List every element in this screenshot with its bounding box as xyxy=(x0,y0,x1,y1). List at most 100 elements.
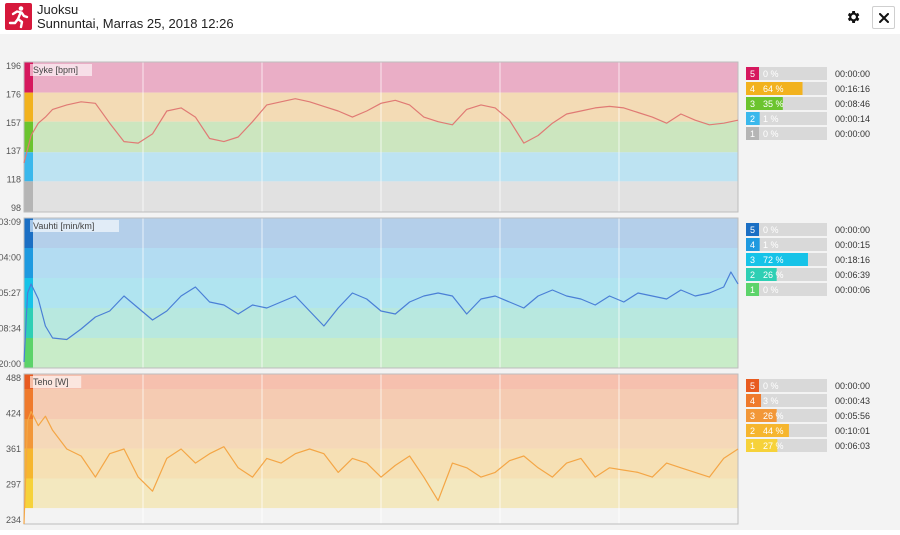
zone-bar-fill xyxy=(759,424,789,437)
charts-svg: 196 176 157 137 118 98 Syke [bpm] 5 0 % 00:00:00 4… xyxy=(0,61,870,525)
zone-bar-bg xyxy=(759,223,827,236)
y-tick-label: 118 xyxy=(7,175,21,185)
zone-color-strip xyxy=(24,62,33,93)
zone-bar-fill xyxy=(759,394,762,407)
zone-number-box xyxy=(746,283,759,296)
running-icon xyxy=(5,3,32,30)
gear-icon xyxy=(847,10,859,23)
zone-number: 4 xyxy=(750,240,755,250)
chart-label: Syke [bpm] xyxy=(33,65,78,75)
y-tick-label: 424 xyxy=(6,409,21,419)
zone-number-box xyxy=(746,97,759,110)
zone-number-box xyxy=(746,268,759,281)
chart-label-bg xyxy=(30,220,119,232)
zone-bar-bg xyxy=(759,112,827,125)
zone-time: 00:16:16 xyxy=(835,84,870,94)
zone-time: 00:18:16 xyxy=(835,255,870,265)
y-tick-label: 196 xyxy=(6,61,21,71)
zone-number-box xyxy=(746,409,759,422)
series-line xyxy=(23,410,739,525)
zone-color-strip xyxy=(24,448,33,479)
zone-number-box xyxy=(746,238,759,251)
zone-time: 00:00:00 xyxy=(835,225,870,235)
zone-bar-fill xyxy=(759,112,760,125)
chart-label: Teho [W] xyxy=(33,377,69,387)
zone-number: 5 xyxy=(750,381,755,391)
zone-number: 2 xyxy=(750,114,755,124)
y-tick-label: 03:09 xyxy=(0,217,21,227)
zone-number: 2 xyxy=(750,270,755,280)
zone-time: 00:10:01 xyxy=(835,426,870,436)
zone-number-box xyxy=(746,223,759,236)
zone-bar-fill xyxy=(759,253,808,266)
zone-color-strip xyxy=(24,121,33,153)
zone-number-box xyxy=(746,424,759,437)
zone-percent: 72 % xyxy=(763,255,784,265)
zone-bar-fill xyxy=(759,97,783,110)
zone-bar-fill xyxy=(759,238,760,251)
chart-label-bg xyxy=(30,64,92,76)
zone-number: 4 xyxy=(750,396,755,406)
zone-bar-bg xyxy=(759,283,827,296)
zone-number: 1 xyxy=(750,441,755,451)
zone-time: 00:00:43 xyxy=(835,396,870,406)
zone-percent: 26 % xyxy=(763,270,784,280)
zone-bar-bg xyxy=(759,127,827,140)
zone-color-strip xyxy=(24,478,33,509)
zone-bar-fill xyxy=(759,439,778,452)
zone-time: 00:08:46 xyxy=(835,99,870,109)
y-tick-label: 05:27 xyxy=(0,288,21,298)
zone-number: 3 xyxy=(750,99,755,109)
chart-frame xyxy=(23,217,739,369)
zone-number: 4 xyxy=(750,84,755,94)
zone-time: 00:00:14 xyxy=(835,114,870,124)
zone-time: 00:00:00 xyxy=(835,69,870,79)
zone-number-box xyxy=(746,112,759,125)
zone-bar-fill xyxy=(759,409,777,422)
zone-time: 00:05:56 xyxy=(835,411,870,421)
zone-percent: 3 % xyxy=(763,396,779,406)
charts-area: 196 176 157 137 118 98 Syke [bpm] 5 0 % 00:00:00 4… xyxy=(0,34,900,530)
zone-time: 00:00:00 xyxy=(835,129,870,139)
y-tick-label: 137 xyxy=(6,146,21,156)
zone-percent: 44 % xyxy=(763,426,784,436)
zone-color-strip xyxy=(24,389,33,419)
chart-label-bg xyxy=(30,376,82,388)
zone-bar-bg xyxy=(759,238,827,251)
y-tick-label: 361 xyxy=(6,444,21,454)
page-subtitle: Sunnuntai, Marras 25, 2018 12:26 xyxy=(37,16,234,31)
y-tick-label: 488 xyxy=(6,373,21,383)
zone-bar-bg xyxy=(759,379,827,392)
zone-number: 1 xyxy=(750,285,755,295)
zone-percent: 1 % xyxy=(763,114,779,124)
zone-number-box xyxy=(746,127,759,140)
zone-number-box xyxy=(746,379,759,392)
y-tick-label: 176 xyxy=(6,89,21,99)
zone-percent: 0 % xyxy=(763,129,779,139)
settings-button[interactable] xyxy=(842,6,863,27)
zone-percent: 0 % xyxy=(763,225,779,235)
zone-percent: 26 % xyxy=(763,411,784,421)
zone-number: 3 xyxy=(750,255,755,265)
y-tick-label: 04:00 xyxy=(0,253,21,263)
zone-percent: 1 % xyxy=(763,240,779,250)
zone-color-strip xyxy=(24,419,33,449)
y-tick-label: 20:00 xyxy=(0,359,21,369)
zone-color-strip xyxy=(24,374,33,389)
close-button[interactable] xyxy=(872,6,895,29)
zone-color-strip xyxy=(24,248,33,278)
zone-number: 5 xyxy=(750,225,755,235)
zone-number-box xyxy=(746,82,759,95)
zone-number: 2 xyxy=(750,426,755,436)
zone-percent: 35 % xyxy=(763,99,784,109)
zone-color-strip xyxy=(24,338,33,368)
y-tick-label: 98 xyxy=(11,203,21,213)
zone-bar-fill xyxy=(759,268,777,281)
zone-number: 1 xyxy=(750,129,755,139)
y-tick-label: 297 xyxy=(6,480,21,490)
header: Juoksu Sunnuntai, Marras 25, 2018 12:26 xyxy=(0,0,900,35)
zone-color-strip xyxy=(24,92,33,122)
zone-percent: 0 % xyxy=(763,69,779,79)
zone-time: 00:00:00 xyxy=(835,381,870,391)
series-line xyxy=(23,271,739,363)
